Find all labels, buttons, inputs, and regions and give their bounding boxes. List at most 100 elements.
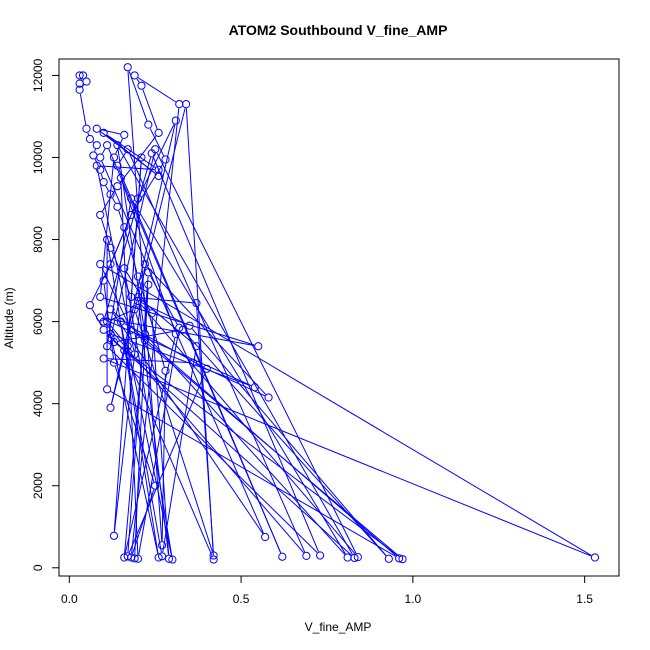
data-point xyxy=(123,342,132,351)
data-point xyxy=(398,555,407,564)
x-axis: 0.0 0.5 1.0 1.5 xyxy=(61,575,593,606)
data-point xyxy=(96,260,105,269)
series-segment xyxy=(136,78,140,83)
series-segment xyxy=(119,148,353,555)
data-point xyxy=(144,280,153,289)
series-segment xyxy=(104,202,137,277)
series-segment xyxy=(121,325,162,553)
series-segment xyxy=(127,161,142,343)
series-segment xyxy=(107,243,159,554)
series-segment xyxy=(110,390,396,557)
data-point xyxy=(123,145,132,154)
series-segment xyxy=(100,165,155,171)
series-segment xyxy=(94,148,96,152)
data-point xyxy=(102,235,112,244)
data-point xyxy=(106,243,115,252)
series-segment xyxy=(132,489,155,554)
data-point xyxy=(278,552,287,561)
data-point xyxy=(109,338,119,347)
data-point xyxy=(353,553,362,562)
data-point xyxy=(182,100,191,109)
data-point xyxy=(350,553,359,563)
series-segment xyxy=(152,157,319,552)
x-tick-label: 0.0 xyxy=(61,592,78,606)
data-point xyxy=(127,210,136,220)
series-segment xyxy=(139,124,175,195)
data-point xyxy=(85,301,95,310)
chart-title: ATOM2 Southbound V_fine_AMP xyxy=(229,22,448,38)
data-point xyxy=(82,77,91,86)
series-segment xyxy=(92,141,94,143)
data-point xyxy=(175,100,184,109)
data-point xyxy=(140,335,149,345)
series-segment xyxy=(128,152,306,553)
x-tick-label: 1.0 xyxy=(405,592,422,606)
series-segment xyxy=(119,152,126,163)
data-point xyxy=(316,551,325,560)
series-segment xyxy=(105,185,109,191)
data-point xyxy=(99,317,108,326)
series-segment xyxy=(101,267,130,327)
data-point xyxy=(151,145,160,154)
series-segment xyxy=(185,332,387,556)
series-segment xyxy=(135,313,213,552)
series-segment xyxy=(100,129,121,135)
data-point xyxy=(154,128,163,137)
series-segment xyxy=(147,336,346,555)
data-point xyxy=(123,63,132,72)
series-segment xyxy=(162,350,197,553)
series-segment xyxy=(107,358,189,363)
data-point xyxy=(130,554,139,563)
series-segment xyxy=(134,332,400,557)
data-point xyxy=(116,173,125,183)
data-point xyxy=(209,551,218,560)
y-axis: 0 2000 4000 6000 8000 10000 12000 xyxy=(31,58,60,571)
data-point xyxy=(106,260,115,269)
series-segment xyxy=(134,344,146,555)
data-point xyxy=(78,71,88,80)
data-point xyxy=(92,141,101,150)
data-point xyxy=(188,358,198,367)
data-point xyxy=(264,393,273,402)
series-segment xyxy=(131,108,180,554)
data-point xyxy=(127,194,136,203)
data-point xyxy=(99,128,108,137)
data-point xyxy=(261,532,270,542)
data-point xyxy=(106,403,115,412)
series-segment xyxy=(118,210,124,224)
series-segment xyxy=(112,197,116,204)
series-segment xyxy=(113,340,352,556)
series-segment xyxy=(79,93,87,125)
data-point xyxy=(161,155,170,164)
x-tick-label: 1.5 xyxy=(576,592,593,606)
data-point xyxy=(99,354,108,363)
data-point xyxy=(102,317,112,326)
data-point xyxy=(140,329,149,339)
data-point xyxy=(106,305,115,314)
data-point xyxy=(120,553,129,562)
data-point xyxy=(109,358,119,367)
data-point xyxy=(120,264,129,273)
series-segment xyxy=(113,268,145,532)
series-segment xyxy=(115,138,123,154)
y-axis-label: Altitude (m) xyxy=(2,287,16,348)
series-segment xyxy=(103,265,592,556)
data-point xyxy=(147,309,156,318)
series-segment xyxy=(118,169,282,554)
series-segment xyxy=(101,148,106,155)
data-point xyxy=(302,551,311,560)
data-point xyxy=(154,165,163,174)
y-tick-label: 0 xyxy=(31,564,45,571)
data-point xyxy=(127,325,136,334)
data-point xyxy=(130,305,139,314)
data-point xyxy=(144,268,153,277)
series-segment xyxy=(91,267,110,302)
y-tick-label: 10000 xyxy=(31,140,45,174)
series-segment xyxy=(144,288,149,336)
data-point xyxy=(85,134,95,144)
data-point xyxy=(202,364,211,373)
data-point xyxy=(395,554,404,563)
x-axis-label: V_fine_AMP xyxy=(305,620,372,634)
data-point xyxy=(254,342,263,351)
